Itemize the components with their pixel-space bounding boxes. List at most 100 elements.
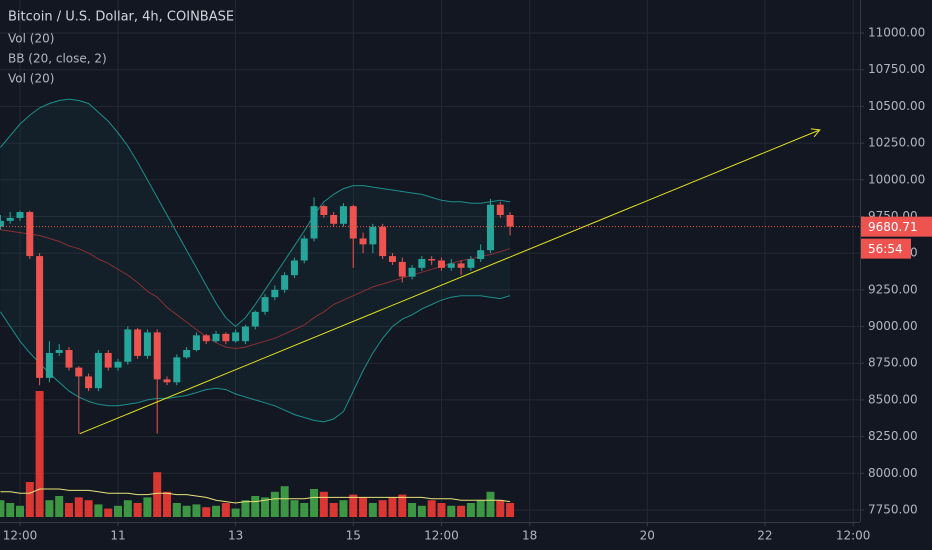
volume-bar	[221, 503, 230, 517]
candle-body	[477, 250, 485, 260]
candle-body	[261, 297, 269, 312]
candle-body	[183, 350, 191, 358]
x-tick-label: 13	[228, 529, 243, 543]
candle-body	[290, 260, 298, 276]
candle-body	[379, 226, 387, 257]
countdown-box	[861, 238, 911, 259]
axes: 7750.00 8000.00 8250.00 8500.00 8750.00 9000.…	[3, 26, 932, 543]
candle-body	[153, 332, 161, 380]
volume-bar	[241, 500, 250, 517]
candle-body	[26, 212, 34, 257]
volume-bar	[65, 503, 74, 517]
candle-body	[428, 259, 436, 261]
candle-body	[192, 335, 200, 351]
overlay	[0, 128, 860, 435]
volume-bar	[486, 491, 495, 517]
candle-body	[467, 259, 475, 268]
x-tick-label: 12:00	[424, 529, 459, 543]
chart-title: Bitcoin / U.S. Dollar, 4h, COINBASE	[8, 10, 234, 25]
x-tick-label: 18	[522, 529, 537, 543]
candles	[0, 197, 514, 434]
volume-bar	[84, 500, 93, 517]
candle-body	[369, 226, 377, 245]
candle-body	[163, 379, 171, 383]
volume-pane	[0, 391, 515, 517]
bollinger-lower	[0, 295, 511, 423]
volume-bar	[35, 391, 44, 517]
trendline-arrow	[810, 128, 821, 138]
y-tick-label: 9250.00	[868, 282, 918, 296]
x-tick-label: 15	[346, 529, 361, 543]
volume-bar	[123, 500, 132, 517]
volume-bar	[398, 494, 407, 517]
volume-bar	[457, 505, 466, 517]
volume-bar	[408, 503, 417, 517]
volume-bar	[270, 491, 279, 517]
y-tick-label: 11000.00	[868, 26, 925, 40]
candle-body	[114, 361, 122, 368]
volume-bar	[0, 500, 5, 517]
candle-body	[36, 256, 44, 378]
candle-body	[124, 329, 132, 362]
price-label: 9680.71	[868, 220, 918, 234]
volume-bar	[476, 500, 485, 517]
volume-bar	[182, 505, 191, 517]
candle-body	[222, 333, 230, 342]
candle-body	[506, 214, 514, 227]
volume-bar	[496, 500, 505, 517]
x-tick-label: 12:00	[836, 529, 871, 543]
y-tick-label: 7750.00	[868, 502, 918, 516]
volume-bar	[339, 500, 348, 517]
volume-bar	[104, 508, 113, 517]
candle-body	[55, 350, 63, 353]
candle-body	[45, 352, 53, 378]
volume-bar	[6, 503, 15, 517]
grid	[0, 0, 860, 522]
volume-bar	[378, 500, 387, 517]
candle-body	[359, 238, 367, 245]
volume-bar	[231, 508, 240, 517]
volume-bar	[349, 494, 358, 517]
volume-bar	[427, 500, 436, 517]
volume-bar	[280, 486, 289, 517]
candle-body	[85, 376, 93, 389]
candle-body	[281, 275, 289, 290]
y-tick-label: 10500.00	[868, 99, 925, 113]
volume-bar	[163, 491, 172, 517]
y-tick-label: 8750.00	[868, 356, 918, 370]
y-tick-label: 8250.00	[868, 429, 918, 443]
candle-body	[300, 238, 308, 261]
x-tick-label: 20	[640, 529, 655, 543]
candle-body	[94, 352, 102, 389]
candle-body	[496, 204, 504, 215]
x-tick-label: 12:00	[3, 529, 38, 543]
candle-body	[408, 267, 416, 277]
volume-bar	[172, 503, 181, 517]
bollinger-upper	[0, 98, 511, 328]
y-tick-label: 10750.00	[868, 62, 925, 76]
volume-bar	[55, 496, 64, 517]
candle-body	[320, 206, 328, 215]
y-tick-label: 10250.00	[868, 136, 925, 150]
volume-bar	[447, 505, 456, 517]
volume-bar	[212, 505, 221, 517]
candle-body	[457, 263, 465, 268]
candle-body	[232, 332, 240, 342]
volume-bar	[133, 503, 142, 517]
volume-bar	[114, 505, 123, 517]
candle-body	[65, 350, 73, 368]
candle-body	[271, 289, 279, 298]
candle-body	[241, 326, 249, 342]
volume-bar	[251, 496, 260, 517]
candle-body	[6, 217, 14, 221]
volume-bar	[506, 503, 515, 517]
volume-bar	[25, 482, 34, 517]
volume-bar	[202, 507, 211, 517]
y-tick-label: 9000.00	[868, 319, 918, 333]
countdown: 56:54	[868, 242, 903, 256]
volume-bar	[310, 489, 319, 517]
volume-bar	[192, 504, 201, 517]
volume-bar	[290, 500, 299, 517]
volume-bar	[329, 503, 338, 517]
volume-bar	[261, 497, 270, 517]
